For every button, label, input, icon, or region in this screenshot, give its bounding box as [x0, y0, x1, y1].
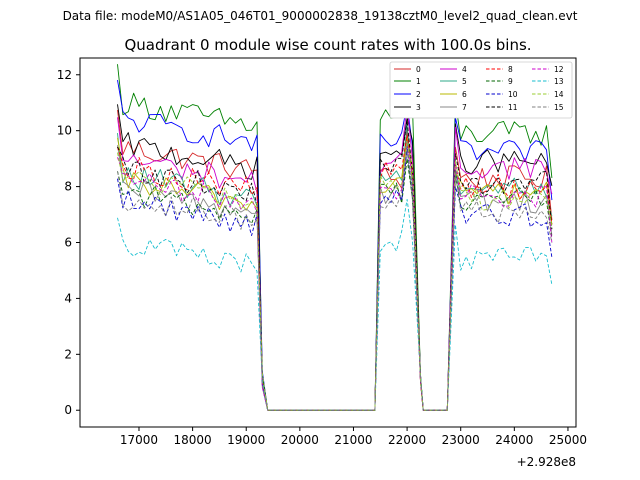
- axis-ticks: 17000 18000 19000 20000 21000 22000 23000 24000…: [57, 68, 587, 447]
- x-tick-label: 23000: [442, 433, 480, 447]
- x-tick-label: 19000: [227, 433, 265, 447]
- series-group: [117, 64, 553, 411]
- legend-label-5: 5: [462, 77, 467, 86]
- chart-suptitle: Data file: modeM0/AS1A05_046T01_90000028…: [63, 9, 578, 23]
- legend-label-2: 2: [416, 90, 421, 99]
- y-tick-label: 10: [57, 124, 72, 138]
- legend-label-15: 15: [554, 103, 564, 112]
- x-offset-label: +2.928e8: [517, 455, 576, 469]
- legend-label-0: 0: [416, 65, 421, 74]
- legend-label-14: 14: [554, 90, 564, 99]
- x-tick-label: 20000: [281, 433, 319, 447]
- plot-area: [117, 64, 553, 411]
- x-tick-label: 18000: [174, 433, 212, 447]
- legend-label-12: 12: [554, 65, 564, 74]
- x-tick-label: 25000: [549, 433, 587, 447]
- y-tick-label: 12: [57, 68, 72, 82]
- legend-label-4: 4: [462, 65, 467, 74]
- legend-label-11: 11: [508, 103, 518, 112]
- x-tick-label: 24000: [495, 433, 533, 447]
- x-tick-label: 22000: [388, 433, 426, 447]
- legend-label-8: 8: [508, 65, 513, 74]
- x-tick-label: 21000: [334, 433, 372, 447]
- y-tick-label: 2: [64, 347, 72, 361]
- series-line-14: [117, 141, 553, 411]
- legend-label-7: 7: [462, 103, 467, 112]
- legend-label-1: 1: [416, 77, 421, 86]
- legend-label-9: 9: [508, 77, 513, 86]
- series-line-13: [117, 198, 553, 411]
- legend-label-3: 3: [416, 103, 421, 112]
- legend-box: [389, 61, 573, 119]
- y-tick-label: 0: [64, 403, 72, 417]
- y-tick-label: 8: [64, 180, 72, 194]
- legend-label-10: 10: [508, 90, 518, 99]
- legend-label-13: 13: [554, 77, 564, 86]
- legend-label-6: 6: [462, 90, 467, 99]
- chart-title: Quadrant 0 module wise count rates with …: [124, 36, 531, 54]
- series-line-15: [117, 140, 553, 411]
- x-tick-label: 17000: [120, 433, 158, 447]
- y-tick-label: 6: [64, 236, 72, 250]
- y-tick-label: 4: [64, 291, 72, 305]
